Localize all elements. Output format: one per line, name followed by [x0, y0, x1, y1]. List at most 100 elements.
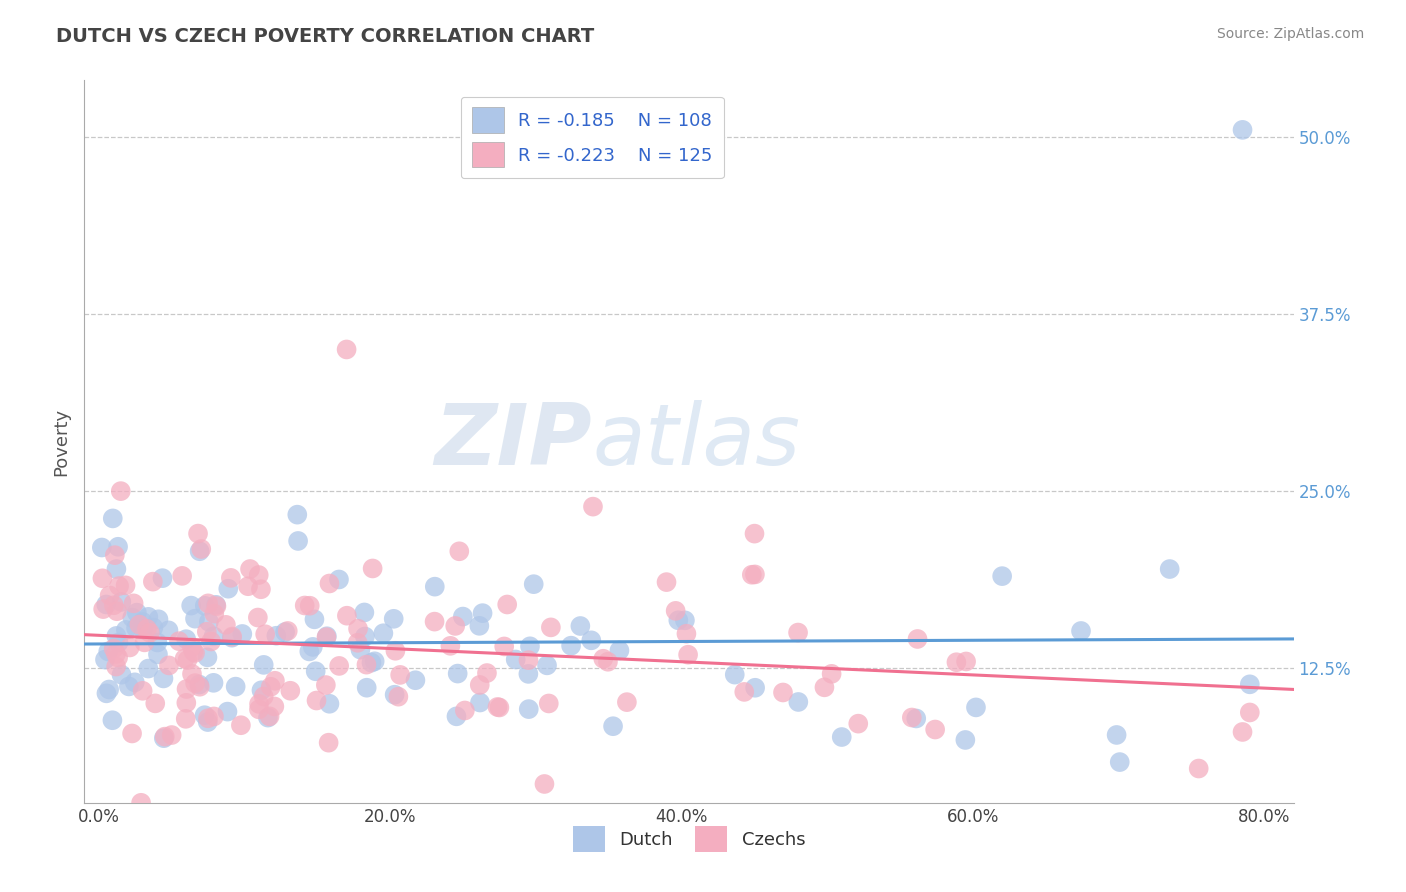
Point: [229, 718, 252, 732]
Point: [1108, 755, 1130, 769]
Point: [180, 599, 202, 613]
Point: [744, 567, 766, 582]
Point: [496, 598, 519, 612]
Point: [153, 731, 176, 746]
Point: [146, 648, 169, 662]
Point: [181, 667, 204, 681]
Point: [901, 710, 924, 724]
Point: [666, 613, 689, 627]
Point: [139, 625, 162, 640]
Point: [363, 654, 385, 668]
Point: [143, 697, 166, 711]
Point: [176, 653, 198, 667]
Point: [138, 661, 160, 675]
Point: [536, 658, 558, 673]
Point: [129, 796, 152, 810]
Point: [101, 511, 124, 525]
Point: [264, 673, 287, 688]
Point: [236, 579, 259, 593]
Point: [537, 697, 560, 711]
Point: [354, 630, 377, 644]
Point: [101, 713, 124, 727]
Point: [157, 658, 180, 673]
Point: [114, 578, 136, 592]
Point: [187, 526, 209, 541]
Point: [160, 728, 183, 742]
Point: [287, 533, 309, 548]
Point: [328, 573, 350, 587]
Point: [389, 668, 412, 682]
Point: [197, 714, 219, 729]
Point: [382, 612, 405, 626]
Point: [98, 589, 121, 603]
Point: [596, 655, 619, 669]
Point: [131, 683, 153, 698]
Point: [318, 697, 340, 711]
Point: [132, 623, 155, 637]
Point: [110, 667, 132, 681]
Point: [517, 653, 540, 667]
Legend: Dutch, Czechs: Dutch, Czechs: [565, 819, 813, 859]
Point: [315, 630, 337, 644]
Point: [202, 675, 225, 690]
Point: [582, 500, 605, 514]
Point: [266, 629, 288, 643]
Point: [91, 571, 114, 585]
Point: [195, 624, 218, 639]
Point: [110, 595, 132, 609]
Point: [107, 540, 129, 554]
Point: [1105, 728, 1128, 742]
Point: [294, 599, 316, 613]
Point: [105, 604, 128, 618]
Point: [301, 640, 323, 654]
Point: [107, 635, 129, 649]
Point: [173, 651, 195, 665]
Point: [285, 508, 308, 522]
Point: [468, 696, 491, 710]
Point: [423, 615, 446, 629]
Point: [360, 656, 382, 670]
Point: [924, 723, 946, 737]
Point: [404, 673, 426, 688]
Point: [655, 575, 678, 590]
Point: [356, 657, 378, 672]
Point: [336, 343, 359, 357]
Point: [772, 685, 794, 699]
Text: Source: ZipAtlas.com: Source: ZipAtlas.com: [1216, 27, 1364, 41]
Point: [128, 617, 150, 632]
Point: [184, 612, 207, 626]
Point: [277, 624, 299, 638]
Point: [205, 598, 228, 612]
Point: [247, 568, 270, 582]
Point: [328, 659, 350, 673]
Point: [205, 599, 228, 613]
Point: [202, 709, 225, 723]
Point: [183, 644, 205, 658]
Point: [197, 711, 219, 725]
Point: [108, 579, 131, 593]
Point: [152, 672, 174, 686]
Point: [239, 562, 262, 576]
Point: [217, 705, 239, 719]
Point: [955, 655, 977, 669]
Point: [136, 622, 159, 636]
Point: [142, 621, 165, 635]
Point: [125, 606, 148, 620]
Point: [118, 680, 141, 694]
Point: [945, 655, 967, 669]
Point: [278, 683, 301, 698]
Point: [488, 700, 510, 714]
Point: [231, 627, 253, 641]
Point: [446, 709, 468, 723]
Point: [517, 702, 540, 716]
Point: [152, 571, 174, 585]
Point: [831, 730, 853, 744]
Point: [167, 634, 190, 648]
Point: [905, 711, 928, 725]
Point: [318, 576, 340, 591]
Point: [1159, 562, 1181, 576]
Point: [733, 685, 755, 699]
Point: [138, 610, 160, 624]
Point: [176, 681, 198, 696]
Point: [153, 730, 176, 744]
